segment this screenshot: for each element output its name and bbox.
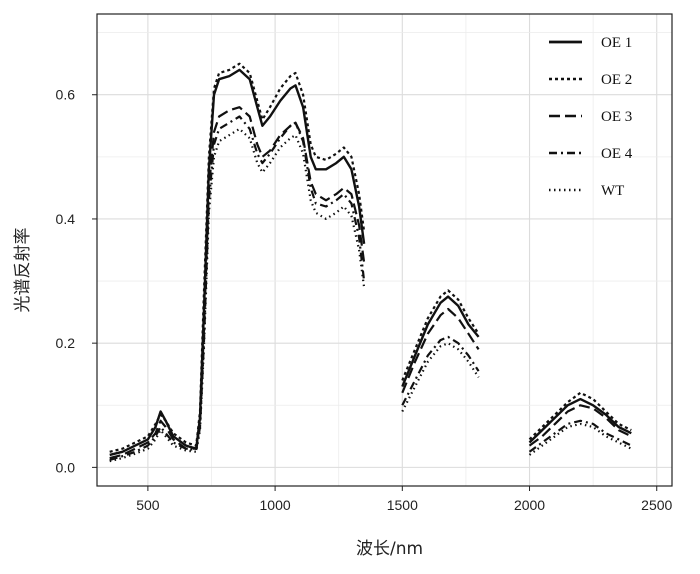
legend-label: OE 1 [601, 35, 632, 51]
series-wt [109, 127, 632, 463]
series-line-segment [401, 307, 480, 394]
x-axis-ticks: 500 1000 1500 2000 2500 [136, 486, 673, 513]
series-line-segment [401, 289, 480, 381]
grid [97, 14, 672, 486]
series-line-segment [401, 295, 480, 388]
series-line-segment [528, 419, 632, 453]
series-line-segment [401, 342, 480, 412]
y-axis-label: 光谱反射率 [13, 228, 33, 313]
legend-label: WT [601, 183, 624, 199]
x-tick-label: 1000 [260, 497, 291, 513]
x-axis-label: 波长/nm [356, 539, 423, 559]
y-tick-label: 0.0 [56, 459, 76, 475]
y-tick-label: 0.2 [56, 335, 76, 351]
series-line-segment [401, 335, 480, 406]
legend-label: OE 2 [601, 72, 632, 88]
x-tick-label: 500 [136, 497, 160, 513]
series-oe-2 [109, 62, 632, 453]
series-oe-3 [109, 106, 632, 460]
series-line-segment [528, 422, 632, 456]
series-line-segment [528, 404, 632, 447]
series-oe-1 [109, 68, 632, 457]
y-tick-label: 0.4 [56, 211, 76, 227]
series-line-segment [109, 68, 366, 457]
legend: OE 1 OE 2 OE 3 OE 4 WT [549, 35, 633, 199]
series-oe-4 [109, 115, 632, 461]
x-tick-label: 1500 [387, 497, 418, 513]
legend-label: OE 3 [601, 109, 632, 125]
x-tick-label: 2000 [514, 497, 545, 513]
x-tick-label: 2500 [641, 497, 672, 513]
series-line-segment [528, 397, 632, 444]
series-layer [109, 62, 632, 463]
legend-label: OE 4 [601, 146, 633, 162]
series-line-segment [109, 115, 366, 461]
y-axis-ticks: 0.0 0.2 0.4 0.6 [56, 87, 97, 475]
y-tick-label: 0.6 [56, 87, 76, 103]
series-line-segment [109, 106, 366, 460]
series-line-segment [109, 62, 366, 453]
plot-frame [96, 13, 673, 487]
series-line-segment [109, 127, 366, 463]
